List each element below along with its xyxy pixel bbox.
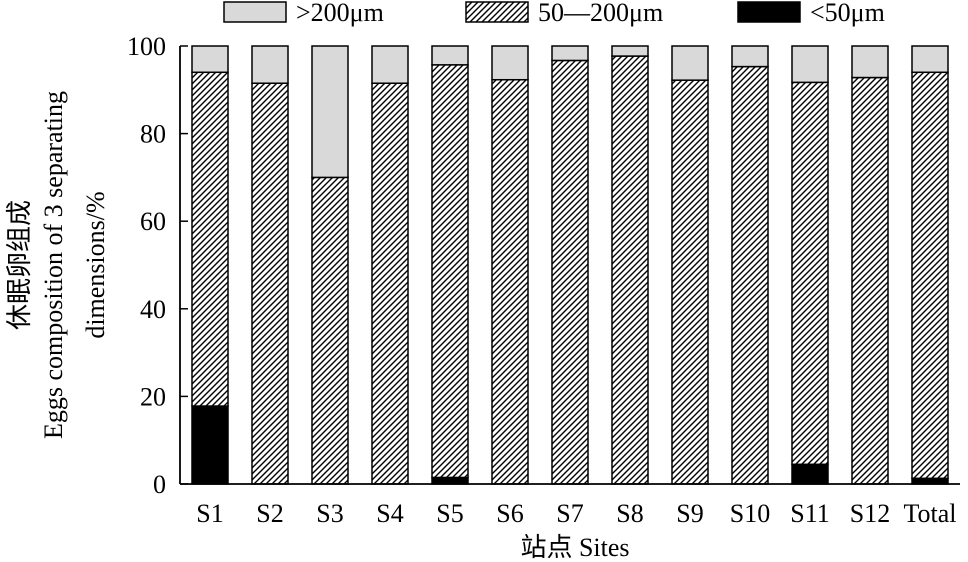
- bar-s7-series-1: [551, 59, 589, 485]
- y-tick-label: 100: [127, 32, 166, 61]
- bar-s5-series-1: [431, 64, 469, 479]
- bar-group-s12: [851, 45, 889, 485]
- x-tick-label: S4: [376, 499, 403, 528]
- axes: S1 S2 S3 S4 S5 S6 S7 S8 S9 S10 S11 S12 Total 0 20 40 60 8…: [127, 32, 960, 528]
- x-tick-label: S5: [436, 499, 463, 528]
- y-axis-title-line-1: Eggs composition of 3 separating: [39, 91, 68, 439]
- bar-s11-series-0: [791, 463, 829, 485]
- bar-group-s3: [311, 45, 349, 485]
- y-tick-label: 60: [140, 207, 166, 236]
- x-tick-label: S11: [790, 499, 830, 528]
- bar-s1-series-0: [191, 405, 229, 485]
- legend-swatch: [223, 1, 287, 23]
- y-tick-label: 80: [140, 120, 166, 149]
- bar-s9-series-1: [671, 79, 709, 485]
- bar-group-s9: [671, 45, 709, 485]
- legend-item: >200μm: [223, 0, 384, 27]
- x-tick-label: S6: [496, 499, 523, 528]
- x-tick-label: S1: [196, 499, 223, 528]
- y-tick-label: 20: [140, 382, 166, 411]
- bar-s2-series-1: [251, 82, 289, 485]
- bar-s3-series-1: [311, 176, 349, 485]
- bar-group-s6: [491, 45, 529, 485]
- x-tick-label: S3: [316, 499, 343, 528]
- y-axis-title: 休眠卵组成 Eggs composition of 3 separating d…: [5, 91, 110, 439]
- x-tick-label: S10: [730, 499, 770, 528]
- bar-group-s10: [731, 45, 769, 485]
- bar-group-s8: [611, 45, 649, 485]
- y-axis-title-chinese: 休眠卵组成: [5, 200, 34, 330]
- legend-item: <50μm: [737, 0, 885, 27]
- bar-s12-series-1: [851, 76, 889, 485]
- bar-s5-series-0: [431, 476, 469, 485]
- y-tick-label: 40: [140, 295, 166, 324]
- x-tick-label: S8: [616, 499, 643, 528]
- x-tick-label: Total: [903, 499, 956, 528]
- x-tick-label: S2: [256, 499, 283, 528]
- bar-s9-series-2: [671, 45, 709, 81]
- bar-s11-series-1: [791, 81, 829, 466]
- x-tick-label: S9: [676, 499, 703, 528]
- bar-total-series-1: [911, 71, 949, 480]
- bars: [191, 45, 949, 485]
- bar-s8-series-2: [611, 45, 649, 57]
- x-tick-label: S12: [850, 499, 890, 528]
- legend-swatch: [465, 1, 529, 23]
- bar-s12-series-2: [851, 45, 889, 79]
- legend-label: >200μm: [296, 0, 384, 27]
- bar-s4-series-2: [371, 45, 409, 84]
- bar-group-s1: [191, 45, 229, 485]
- bar-s4-series-1: [371, 82, 409, 485]
- bar-group-total: [911, 45, 949, 485]
- x-tick-label: S7: [556, 499, 583, 528]
- bar-s2-series-2: [251, 45, 289, 84]
- bar-s10-series-1: [731, 65, 769, 485]
- bar-s6-series-1: [491, 78, 529, 485]
- legend-item: 50—200μm: [465, 0, 663, 27]
- bar-group-s7: [551, 45, 589, 485]
- x-axis-title: 站点 Sites: [520, 533, 629, 562]
- bar-s10-series-2: [731, 45, 769, 68]
- legend-swatch: [737, 1, 801, 23]
- bar-s6-series-2: [491, 45, 529, 81]
- legend: >200μm 50—200μm <50μm: [223, 0, 885, 27]
- bar-s7-series-2: [551, 45, 589, 62]
- bar-s1-series-1: [191, 71, 229, 407]
- bar-s11-series-2: [791, 45, 829, 84]
- y-axis-title-line-2: dimensions/%: [81, 191, 110, 338]
- y-tick-label: 0: [153, 470, 166, 499]
- bar-s1-series-2: [191, 45, 229, 74]
- bar-group-s5: [431, 45, 469, 485]
- legend-label: <50μm: [810, 0, 885, 27]
- bar-s5-series-2: [431, 45, 469, 66]
- bar-s3-series-2: [311, 45, 349, 179]
- bar-group-s11: [791, 45, 829, 485]
- legend-label: 50—200μm: [538, 0, 663, 27]
- bar-s8-series-1: [611, 55, 649, 485]
- bar-group-s4: [371, 45, 409, 485]
- bar-group-s2: [251, 45, 289, 485]
- bar-total-series-2: [911, 45, 949, 74]
